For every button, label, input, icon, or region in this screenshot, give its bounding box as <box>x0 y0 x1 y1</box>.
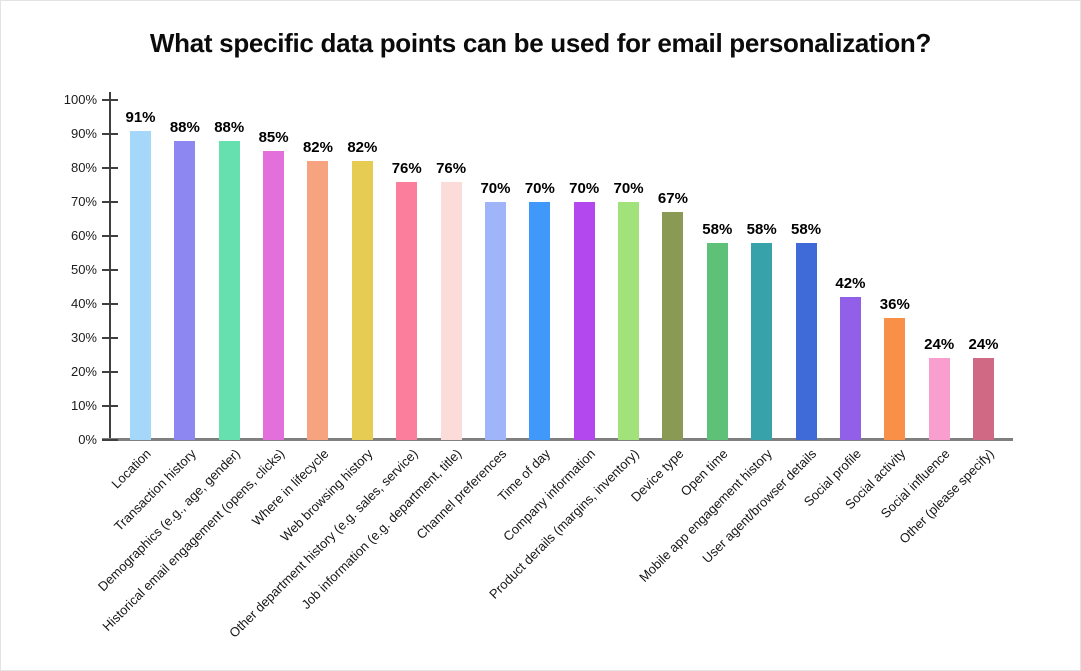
bar <box>263 151 285 440</box>
x-axis-label: Job information (e.g. department, title) <box>298 446 465 612</box>
y-tick-label: 30% <box>70 330 97 345</box>
bar-value-label: 24% <box>968 336 999 354</box>
y-tick <box>102 303 118 305</box>
bar-value-label: 70% <box>613 180 644 197</box>
bar <box>839 297 861 440</box>
y-tick <box>102 235 118 237</box>
y-tick <box>102 439 118 441</box>
bar <box>440 181 462 440</box>
bar <box>218 140 240 440</box>
bar <box>130 130 151 440</box>
bar-value-label: 42% <box>835 275 866 293</box>
bar-value-label: 24% <box>924 336 955 354</box>
y-tick-label: 80% <box>70 160 97 175</box>
bar-value-label: 58% <box>702 220 733 238</box>
x-axis-label: Where in lifecycle <box>248 446 332 529</box>
y-axis-line <box>109 92 111 441</box>
bar <box>618 202 640 440</box>
bar <box>174 140 196 440</box>
bar-value-label: 88% <box>214 118 245 136</box>
bar-value-label: 76% <box>391 159 422 177</box>
y-tick-label: 50% <box>70 262 97 277</box>
y-tick <box>102 99 118 101</box>
bar <box>662 212 684 440</box>
y-tick <box>102 167 118 169</box>
bar-value-label: 36% <box>879 295 910 313</box>
bar <box>795 242 817 440</box>
bar-value-label: 58% <box>746 220 777 238</box>
bar <box>706 242 728 440</box>
bar <box>484 202 506 440</box>
bar <box>973 358 995 440</box>
y-tick <box>102 405 118 407</box>
bar-value-label: 82% <box>347 139 378 157</box>
y-tick <box>102 269 118 271</box>
x-axis-label: Location <box>108 446 155 492</box>
x-axis-label: Transaction history <box>110 446 199 534</box>
y-tick-label: 10% <box>70 398 97 413</box>
y-tick-label: 40% <box>70 296 97 311</box>
chart-title: What specific data points can be used fo… <box>149 28 932 58</box>
bar-value-label: 70% <box>569 180 600 197</box>
y-tick <box>102 371 118 373</box>
y-tick-label: 90% <box>70 126 97 141</box>
bar <box>573 202 595 440</box>
bar-value-label: 58% <box>791 220 822 238</box>
y-tick <box>102 133 118 135</box>
y-tick <box>102 201 118 203</box>
bar-value-label: 67% <box>657 190 688 208</box>
bar-value-label: 76% <box>436 159 467 177</box>
bar <box>307 161 329 440</box>
bar-value-label: 70% <box>524 180 555 197</box>
bar <box>396 181 418 440</box>
y-tick-label: 70% <box>70 194 97 209</box>
y-tick-label: 0% <box>78 432 97 447</box>
bar <box>529 202 551 440</box>
y-tick-label: 20% <box>70 364 97 379</box>
bar-value-label: 82% <box>302 139 333 157</box>
bar <box>928 358 950 440</box>
bar-value-label: 85% <box>258 129 289 146</box>
bar-value-label: 91% <box>125 108 156 126</box>
x-axis-line <box>102 438 1013 441</box>
bar <box>351 161 373 440</box>
bar <box>884 317 906 440</box>
y-tick-label: 60% <box>70 228 97 243</box>
y-tick <box>102 337 118 339</box>
bar <box>751 242 773 440</box>
y-tick-label: 100% <box>63 92 97 107</box>
bar-value-label: 88% <box>169 118 200 136</box>
bar-value-label: 70% <box>480 180 511 197</box>
